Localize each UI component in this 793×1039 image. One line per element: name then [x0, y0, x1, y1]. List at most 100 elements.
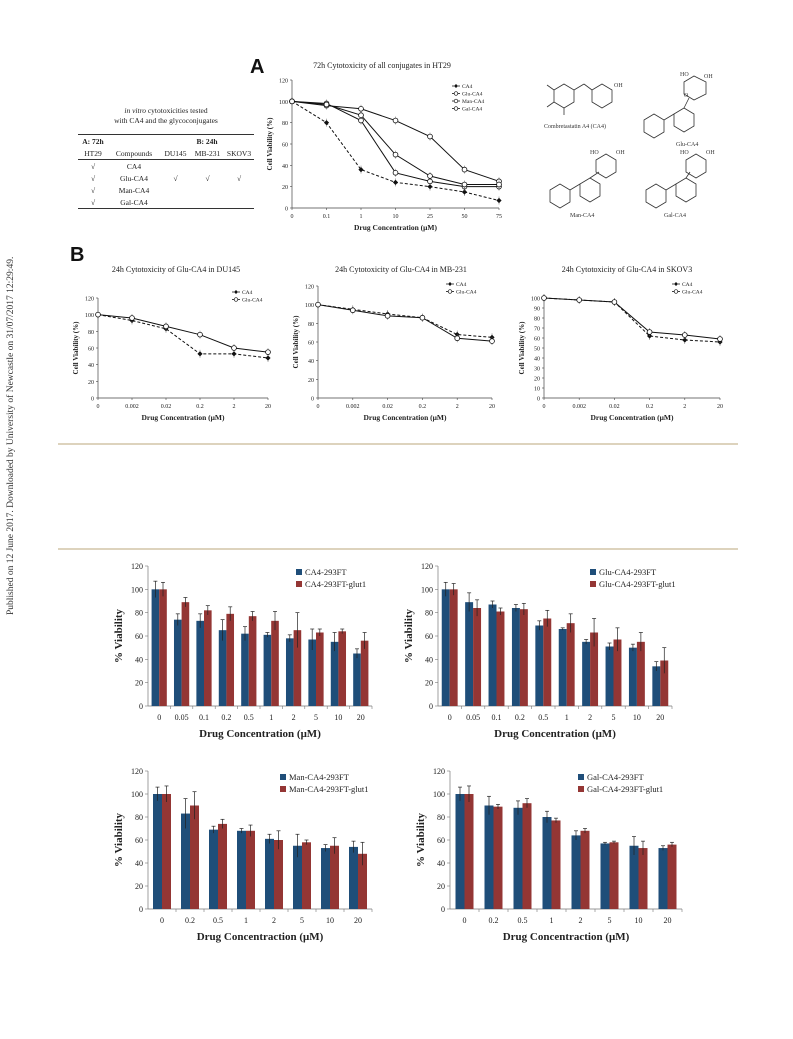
x-tick-label: 0.02 [161, 404, 172, 410]
bar [349, 846, 358, 909]
x-tick-label: 10 [633, 713, 641, 722]
legend-label: Gal-CA4-293FT [587, 772, 644, 782]
table-header-row-1: A: 72h B: 24h [78, 135, 254, 147]
bar [293, 845, 302, 909]
x-tick-label: 20 [354, 916, 362, 925]
x-tick-label: 0.02 [609, 404, 620, 410]
legend-marker [453, 98, 459, 104]
legend-marker [673, 289, 679, 294]
x-tick-label: 1 [550, 916, 554, 925]
structure-glu-ca4 [643, 75, 707, 139]
x-tick-label: 0.5 [244, 713, 254, 722]
bar [455, 794, 465, 909]
y-tick-label: 80 [534, 317, 540, 323]
bar-chart-glu-ca4-293ft: 0 20 40 60 80 100 120 0 0.05 0.1 0.2 0.5 1 2 5 10 20 Drug… [403, 562, 676, 740]
y-axis-label: % Viability [113, 812, 125, 867]
structure-label-ca4: Combretastatin A4 (CA4) [544, 123, 606, 130]
x-tick-label: 0.2 [196, 404, 204, 410]
x-tick-label: 0 [448, 713, 452, 722]
data-point [427, 184, 433, 190]
data-point [392, 179, 399, 185]
x-tick-label: 1 [269, 713, 273, 722]
bar [493, 806, 503, 909]
bar [600, 843, 610, 909]
y-axis-label: Cell Viability (%) [72, 321, 80, 375]
y-tick-label: 70 [534, 327, 540, 333]
bar [159, 589, 167, 706]
check-mark: √ [90, 197, 96, 207]
y-tick-label: 20 [88, 380, 94, 386]
gal-oh: OH [706, 150, 715, 156]
y-tick-label: 120 [421, 562, 433, 571]
y-tick-label: 100 [279, 100, 288, 106]
y-tick-label: 0 [441, 905, 445, 914]
legend-label: Glu-CA4 [462, 92, 483, 98]
bar [190, 805, 199, 909]
legend-swatch [280, 786, 286, 792]
table-row: √ Glu-CA4 √ √ √ [78, 172, 254, 184]
x-tick-label: 0 [291, 214, 294, 220]
x-tick-label: 0.2 [419, 404, 427, 410]
x-tick-label: 20 [489, 404, 495, 410]
x-tick-label: 20 [717, 404, 723, 410]
y-tick-label: 120 [305, 285, 314, 291]
data-point [392, 170, 399, 176]
legend-label: Gal-CA4-293FT-glut1 [587, 784, 663, 794]
y-tick-label: 80 [135, 609, 143, 618]
data-point [163, 323, 169, 330]
legend-marker [448, 282, 452, 286]
divider-bottom [58, 548, 738, 550]
x-axis-label: Drug Concentration (μM) [591, 413, 674, 422]
y-tick-label: 0 [91, 397, 94, 403]
bar [226, 613, 235, 706]
bar [237, 830, 246, 909]
structure-label-gal: Gal-CA4 [664, 213, 686, 219]
y-tick-label: 40 [282, 164, 288, 170]
line-ht29: HT29 [84, 148, 102, 158]
legend-label: CA4 [456, 282, 467, 288]
line-mb231: MB-231 [194, 148, 221, 158]
y-tick-label: 120 [131, 767, 143, 776]
bar [153, 794, 162, 909]
x-tick-label: 10 [393, 214, 399, 220]
structure-gal-ca4 [645, 153, 707, 209]
x-tick-label: 0.5 [538, 713, 548, 722]
data-point [496, 181, 502, 188]
check-mark: √ [90, 185, 96, 195]
x-axis-label: Drug Concentration (μM) [199, 728, 321, 740]
data-point [454, 335, 461, 342]
y-tick-label: 30 [534, 367, 540, 373]
y-tick-label: 60 [135, 632, 143, 641]
bar [465, 602, 474, 706]
legend-label: CA4-293FT [305, 567, 347, 577]
table-row: √ CA4 [78, 160, 254, 172]
line-skov3: SKOV3 [226, 148, 252, 158]
chart-b2-mb231: 24h Cytotoxicity of Glu-CA4 in MB-231020… [292, 265, 495, 422]
bar [571, 835, 581, 909]
x-tick-label: 25 [427, 214, 433, 220]
bar [511, 608, 520, 706]
data-point [323, 101, 330, 108]
y-tick-label: 20 [135, 679, 143, 688]
bar [151, 589, 160, 706]
data-point [384, 313, 391, 319]
header-compounds: Compounds [115, 148, 153, 158]
x-tick-label: 0.05 [175, 713, 189, 722]
data-point [682, 332, 688, 338]
x-axis-label: Drug Concentration (μM) [494, 728, 616, 740]
check-mark: √ [205, 173, 210, 183]
bar [218, 630, 227, 706]
bar-chart-man-ca4-293ft: 0 20 40 60 80 100 120 0 0.2 0.5 1 2 5 10 20 Drug Concen… [113, 767, 373, 943]
y-tick-label: 60 [534, 337, 540, 343]
table-title-italic: in vitro [124, 106, 146, 115]
data-point [461, 166, 468, 173]
legend-swatch [590, 581, 596, 587]
x-tick-label: 0 [463, 916, 467, 925]
chart-title: 72h Cytotoxicity of all conjugates in HT… [313, 61, 451, 70]
series-line [317, 304, 493, 338]
structure-label-man: Man-CA4 [570, 213, 594, 219]
chart-a-ht29-72h: 72h Cytotoxicity of all conjugates in HT… [266, 61, 502, 232]
y-tick-label: 40 [437, 859, 445, 868]
x-tick-label: 0.2 [185, 916, 195, 925]
legend-label: CA4 [462, 84, 473, 90]
